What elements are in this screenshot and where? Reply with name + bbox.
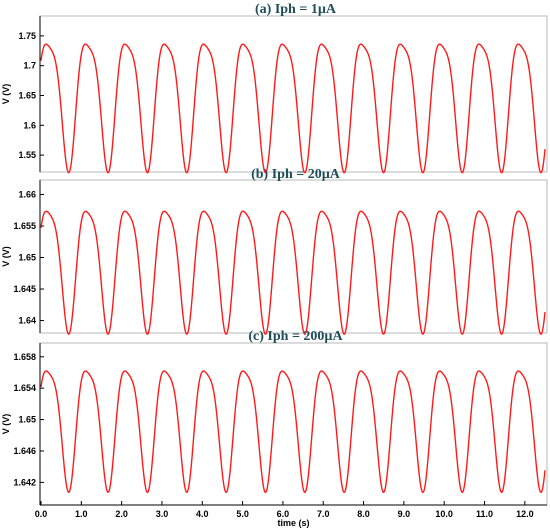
x-tick-label: 5.0 [236,509,249,519]
x-tick-label: 1.0 [75,509,88,519]
y-axis-label: V (V) [1,246,11,267]
x-tick-label: 3.0 [156,509,169,519]
x-tick-label: 9.0 [398,509,411,519]
x-tick-label: 4.0 [196,509,209,519]
y-tick-label: 1.658 [13,352,36,362]
panel-title: (a) Iph = 1µA [255,2,337,17]
y-tick-label: 1.55 [18,150,36,160]
y-tick-label: 1.645 [13,284,36,294]
x-tick-label: 2.0 [115,509,128,519]
x-tick-label: 11.0 [476,509,493,519]
x-tick-label: 6.0 [277,509,290,519]
panel-title: (c) Iph = 200µA [248,329,343,344]
y-tick-label: 1.64 [18,316,36,326]
series-line [40,210,546,335]
y-tick-label: 1.66 [18,189,36,199]
series-line [40,43,546,174]
panel-2: (b) Iph = 20µA 1.64 1.645 1.65 1.655 1.66 V (V… [1,167,548,335]
y-axis-label: V (V) [1,414,11,435]
y-tick-label: 1.75 [18,31,36,41]
x-tick-label: 7.0 [317,509,330,519]
y-tick-label: 1.654 [13,383,36,393]
x-tick-label: 8.0 [357,509,370,519]
panel-3: (c) Iph = 200µA 1.642 1.646 1.65 1.654 1.658 V… [1,329,548,528]
x-tick-label: 12.0 [516,509,534,519]
x-tick-label: 10.0 [435,509,453,519]
y-tick-label: 1.646 [13,446,36,456]
y-tick-label: 1.655 [13,221,36,231]
y-tick-label: 1.65 [18,253,36,263]
series-line [40,370,546,494]
y-tick-label: 1.65 [18,90,36,100]
y-tick-label: 1.7 [23,61,36,71]
y-tick-label: 1.642 [13,477,36,487]
y-tick-label: 1.65 [18,415,36,425]
x-tick-label: 0.0 [35,509,48,519]
panel-title: (b) Iph = 20µA [251,167,341,182]
y-tick-label: 1.6 [23,120,36,130]
y-axis-label: V (V) [1,84,11,105]
panel-1: (a) Iph = 1µA 1.55 1.6 1.65 1.7 1.75 V (V) [1,2,548,174]
x-axis-label: time (s) [277,518,309,528]
